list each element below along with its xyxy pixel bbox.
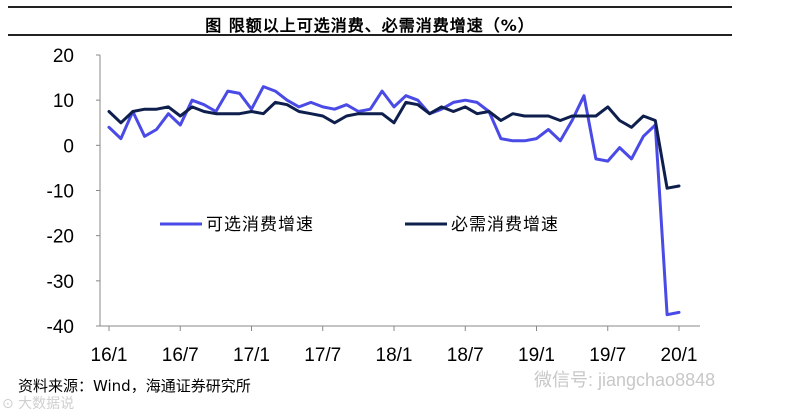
y-tick-labels: 20 10 0 -10 -20 -30 -40: [47, 46, 100, 338]
x-tick-label: 16/1: [91, 345, 128, 366]
series-line-optional: [107, 85, 681, 317]
y-tick-label: -20: [47, 227, 74, 248]
x-tick-label: 19/7: [589, 345, 626, 366]
y-tick-label: -40: [47, 317, 74, 338]
chart-title: 图 限额以上可选消费、必需消费增速（%）: [205, 16, 535, 35]
axes: [99, 55, 700, 327]
y-tick-label: 10: [53, 91, 74, 112]
x-tick-label: 18/1: [376, 345, 413, 366]
x-tick-label: 16/7: [162, 345, 199, 366]
chart-title-bar: 图 限额以上可选消费、必需消费增速（%）: [8, 6, 732, 36]
x-tick-label: 17/1: [233, 345, 270, 366]
legend-label-optional: 可选消费增速: [206, 215, 314, 235]
series-lines: [107, 85, 681, 317]
y-tick-label: 0: [63, 136, 74, 157]
x-tick-label: 18/7: [447, 345, 484, 366]
x-tick-label: 20/1: [661, 345, 698, 366]
legend: 可选消费增速 必需消费增速: [160, 215, 559, 235]
series-line-necessary: [107, 100, 681, 190]
y-tick-label: -10: [47, 182, 74, 203]
x-tick-labels: 16/1 16/7 17/1 17/7 18/1 18/7 19/1 19/7 20/1: [91, 326, 698, 366]
x-tick-label: 19/1: [518, 345, 555, 366]
y-tick-label: 20: [53, 46, 74, 67]
x-tick-label: 17/7: [304, 345, 341, 366]
legend-label-necessary: 必需消费增速: [451, 215, 559, 235]
source-note: 资料来源：Wind，海通证券研究所: [18, 377, 251, 395]
watermark-wechat: 微信号: jiangchao8848: [534, 370, 716, 390]
y-tick-label: -30: [47, 272, 74, 293]
watermark-left: ⊙ 大数据说: [2, 396, 75, 412]
